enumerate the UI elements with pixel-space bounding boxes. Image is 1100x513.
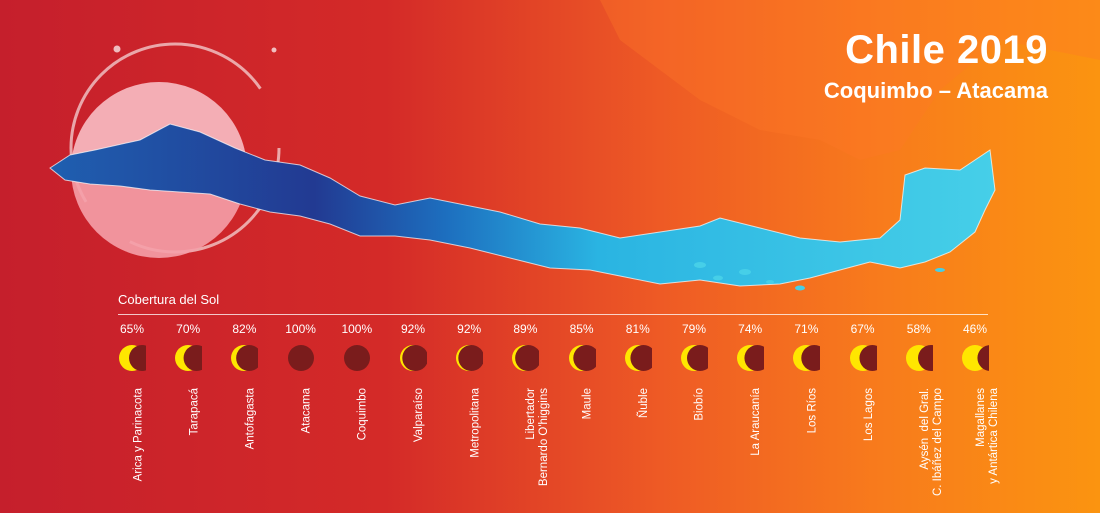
coverage-percent-label: 67% bbox=[850, 322, 875, 336]
region-label: Los Ríos bbox=[806, 388, 819, 434]
coverage-percent-label: 81% bbox=[625, 322, 650, 336]
sun-ring-dot bbox=[271, 47, 277, 53]
eclipse-phase-mark bbox=[962, 345, 989, 371]
eclipse-phase-mark bbox=[624, 345, 652, 371]
region-label: Biobío bbox=[694, 388, 706, 421]
eclipse-phase-mark bbox=[175, 345, 203, 371]
region-label: Arica y Parinacota bbox=[132, 388, 144, 482]
region-label: Atacama bbox=[300, 388, 313, 434]
eclipse-phase-mark bbox=[287, 345, 314, 371]
chile-silhouette bbox=[49, 123, 996, 287]
eclipse-phase-mark bbox=[231, 345, 259, 371]
eclipse-phase-mark bbox=[737, 345, 765, 371]
coverage-percent-label: 100% bbox=[285, 322, 316, 336]
moon-disc-mark bbox=[687, 345, 708, 371]
eclipse-phase-mark bbox=[512, 345, 540, 371]
region-label: Los Lagos bbox=[862, 388, 875, 442]
coverage-percent-label: 92% bbox=[457, 322, 482, 336]
coverage-label: Cobertura del Sol bbox=[118, 292, 220, 307]
moon-disc-mark bbox=[458, 345, 484, 371]
moon-disc-mark bbox=[515, 345, 540, 371]
page-title: Chile 2019 bbox=[845, 28, 1048, 72]
neighbor-land-shape bbox=[600, 0, 1100, 160]
coverage-percent-label: 65% bbox=[119, 322, 145, 336]
moon-disc-mark bbox=[236, 345, 259, 371]
moon-disc-mark bbox=[859, 345, 877, 371]
moon-disc-mark bbox=[977, 345, 989, 371]
sun-ring-dot bbox=[113, 45, 121, 53]
region-label: Tarapacá bbox=[188, 388, 201, 436]
coverage-percent-label: 100% bbox=[341, 322, 373, 336]
moon-disc-mark bbox=[744, 345, 765, 371]
moon-disc-mark bbox=[917, 345, 933, 371]
southern-islands bbox=[694, 262, 945, 291]
moon-disc-mark bbox=[129, 345, 146, 371]
moon-disc-mark bbox=[801, 345, 821, 371]
eclipse-phase-mark bbox=[119, 345, 146, 371]
coverage-percent-label: 70% bbox=[176, 322, 201, 336]
coverage-percent-label: 92% bbox=[400, 322, 426, 336]
region-label: La Araucanía bbox=[750, 388, 763, 456]
region-label: Maule bbox=[581, 388, 594, 420]
region-label: Aysén del Gral. C. Ibáñez del Campo bbox=[918, 388, 944, 497]
coverage-percent-label: 85% bbox=[569, 322, 594, 336]
region-label: Antofagasta bbox=[244, 388, 257, 450]
region-label: Ñuble bbox=[637, 388, 650, 419]
eclipse-phase-mark bbox=[343, 345, 370, 371]
eclipse-phase-mark bbox=[400, 345, 427, 371]
page-subtitle: Coquimbo – Atacama bbox=[823, 78, 1048, 103]
coverage-percent-label: 46% bbox=[962, 322, 988, 336]
moon-disc-mark bbox=[183, 345, 203, 371]
moon-disc-mark bbox=[402, 345, 427, 371]
moon-disc-mark bbox=[343, 345, 370, 371]
moon-disc-mark bbox=[287, 345, 314, 371]
region-label: Magallanes y Antártica Chilena bbox=[975, 388, 1000, 484]
region-label: Coquimbo bbox=[356, 388, 369, 441]
eclipse-phase-mark bbox=[905, 345, 933, 371]
region-label: Libertador Bernardo O'higgins bbox=[525, 388, 551, 487]
coverage-percent-label: 82% bbox=[232, 322, 257, 336]
eclipse-phase-mark bbox=[681, 345, 708, 371]
region-label: Valparaíso bbox=[413, 388, 425, 443]
region-label: Metropolitana bbox=[469, 388, 482, 458]
moon-disc-mark bbox=[630, 345, 652, 371]
moon-disc-mark bbox=[572, 345, 596, 371]
coverage-percent-label: 71% bbox=[794, 322, 819, 336]
eclipse-phase-mark bbox=[849, 345, 877, 371]
eclipse-phase-mark bbox=[456, 345, 484, 371]
coverage-percent-label: 89% bbox=[513, 322, 538, 336]
coverage-percent-label: 79% bbox=[681, 322, 707, 336]
coverage-percent-label: 58% bbox=[906, 322, 931, 336]
divider bbox=[118, 314, 988, 315]
coverage-percent-label: 74% bbox=[738, 322, 763, 336]
eclipse-phase-mark bbox=[568, 345, 596, 371]
eclipse-phase-mark bbox=[793, 345, 821, 371]
